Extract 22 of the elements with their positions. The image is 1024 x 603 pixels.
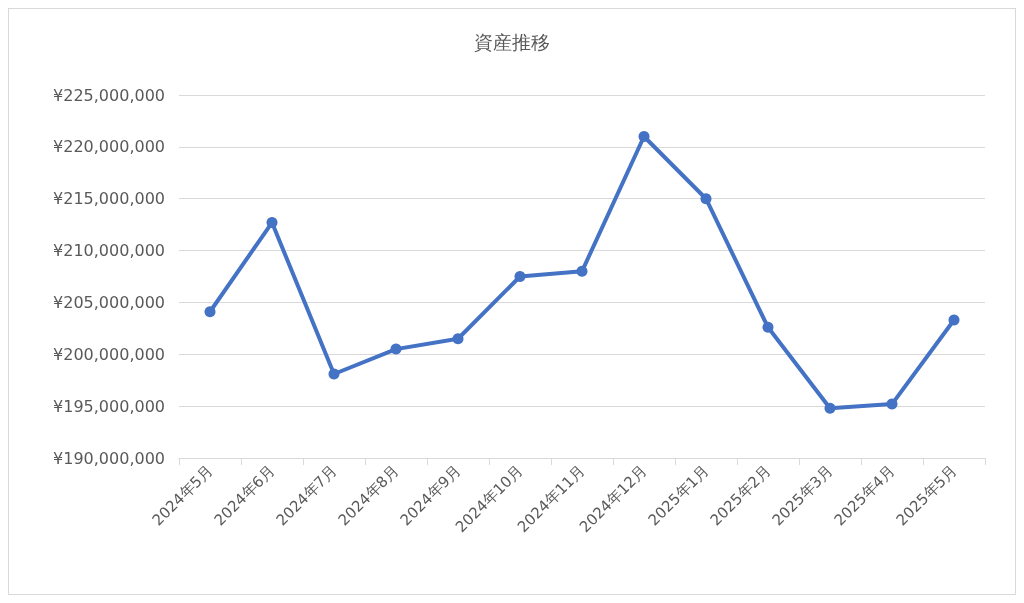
point <box>576 265 588 277</box>
point <box>514 271 526 282</box>
y-tick-label: ¥210,000,000 <box>53 241 165 261</box>
point <box>886 398 898 410</box>
point <box>638 130 650 142</box>
y-tick-label: ¥225,000,000 <box>53 85 165 105</box>
point <box>204 306 216 318</box>
chart-title: 資産推移 <box>474 30 550 53</box>
point <box>948 314 960 326</box>
point <box>452 333 464 345</box>
point <box>328 368 340 380</box>
point <box>762 321 774 333</box>
y-tick-label: ¥195,000,000 <box>53 396 165 416</box>
point <box>824 402 836 414</box>
y-tick-label: ¥220,000,000 <box>53 137 165 157</box>
point <box>700 193 712 205</box>
point <box>390 343 402 355</box>
y-tick-label: ¥215,000,000 <box>53 189 165 209</box>
y-tick-label: ¥190,000,000 <box>53 448 165 468</box>
y-tick-label: ¥200,000,000 <box>53 344 165 364</box>
y-tick-label: ¥205,000,000 <box>53 292 165 312</box>
point <box>266 217 278 229</box>
